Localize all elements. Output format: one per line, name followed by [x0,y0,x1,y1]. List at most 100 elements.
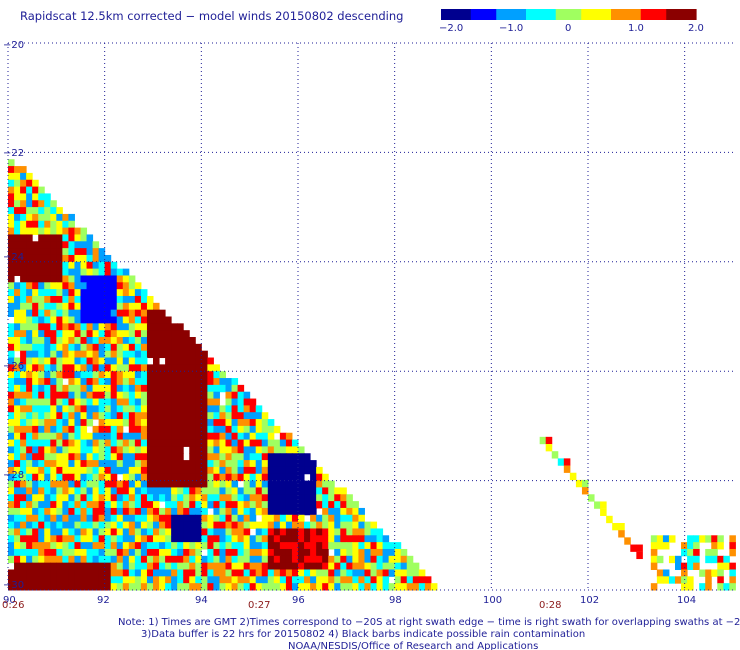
heatmap-cell [56,548,63,557]
heatmap-cell [201,535,208,543]
heatmap-cell [291,521,299,529]
heatmap-cell [171,337,178,345]
heatmap-cell [358,569,365,577]
heatmap-cell [80,268,88,276]
heatmap-cell [213,419,220,427]
heatmap-cell [122,555,130,564]
heatmap-cell [128,419,136,427]
heatmap-cell [74,439,81,447]
heatmap-cell [122,562,130,570]
heatmap-cell [340,535,347,543]
heatmap-cell [38,405,45,413]
heatmap-cell [675,555,682,564]
heatmap-cell [68,241,75,249]
heatmap-cell [44,405,51,413]
heatmap-cell [298,514,305,523]
heatmap-cell [213,542,220,550]
heatmap-cell [279,548,287,557]
heatmap-cell [68,501,75,509]
heatmap-cell [207,371,214,379]
heatmap-cell [231,583,239,591]
heatmap-cell [171,542,178,550]
heatmap-cell [298,555,305,564]
heatmap-cell [104,480,112,488]
heatmap-cell [279,514,287,523]
heatmap-cell [68,569,75,577]
heatmap-cell [400,548,408,557]
heatmap-cell [44,419,51,427]
heatmap-cell [116,282,124,290]
heatmap-cell [50,473,57,482]
heatmap-cell [159,548,166,557]
heatmap-cell [213,405,220,413]
heatmap-cell [50,213,57,222]
heatmap-cell [310,583,317,591]
heatmap-cell [68,583,75,591]
heatmap-cell [231,507,239,516]
heatmap-cell [358,528,365,536]
heatmap-cell [159,487,166,495]
colorbar-segment [602,9,608,20]
heatmap-cell [165,425,172,434]
heatmap-cell [14,234,21,242]
colorbar-segment [581,9,587,20]
heatmap-cell [153,562,160,570]
heatmap-cell [62,432,69,441]
heatmap-cell [104,261,112,270]
heatmap-cell [352,569,359,577]
heatmap-cell [285,494,293,502]
heatmap-cell [104,405,112,413]
heatmap-cell [68,542,75,550]
heatmap-cell [563,465,571,473]
heatmap-cell [62,542,69,550]
heatmap-cell [346,535,353,543]
heatmap-cell [237,562,245,570]
heatmap-cell [14,405,21,413]
heatmap-cell [14,521,21,529]
heatmap-cell [140,350,148,359]
heatmap-cell [231,514,239,523]
heatmap-cell [68,425,75,434]
heatmap-cell [104,323,112,331]
heatmap-cell [128,391,136,400]
heatmap-cell [86,302,94,311]
heatmap-cell [62,405,69,413]
heatmap-cell [122,337,130,345]
heatmap-cell [98,460,106,468]
heatmap-cell [729,542,736,550]
heatmap-cell [50,220,57,229]
heatmap-cell [62,275,69,283]
heatmap-cell [20,364,27,372]
heatmap-cell [8,453,15,461]
heatmap-cell [213,569,220,577]
heatmap-cell [400,569,408,577]
heatmap-cell [110,391,118,400]
heatmap-cell [213,487,220,495]
heatmap-cell [165,548,172,557]
colorbar-segment [653,9,659,20]
heatmap-cell [92,371,100,379]
heatmap-cell [32,220,39,229]
heatmap-cell [207,412,214,420]
colorbar-segment [674,9,680,20]
heatmap-cell [267,446,275,454]
heatmap-cell [62,384,69,393]
heatmap-cell [44,542,51,550]
heatmap-cell [38,425,45,434]
heatmap-cell [80,439,88,447]
heatmap-cell [322,528,329,536]
heatmap-cell [20,439,27,447]
heatmap-cell [92,542,100,550]
heatmap-cell [201,412,208,420]
heatmap-cell [116,302,124,311]
heatmap-cell [92,309,100,317]
heatmap-cell [177,384,184,393]
heatmap-cell [412,583,420,591]
heatmap-cell [32,439,39,447]
heatmap-cell [56,213,63,222]
heatmap-cell [92,501,100,509]
heatmap-cell [165,542,172,550]
heatmap-cell [116,494,124,502]
heatmap-cell [116,384,124,393]
heatmap-cell [177,583,184,591]
